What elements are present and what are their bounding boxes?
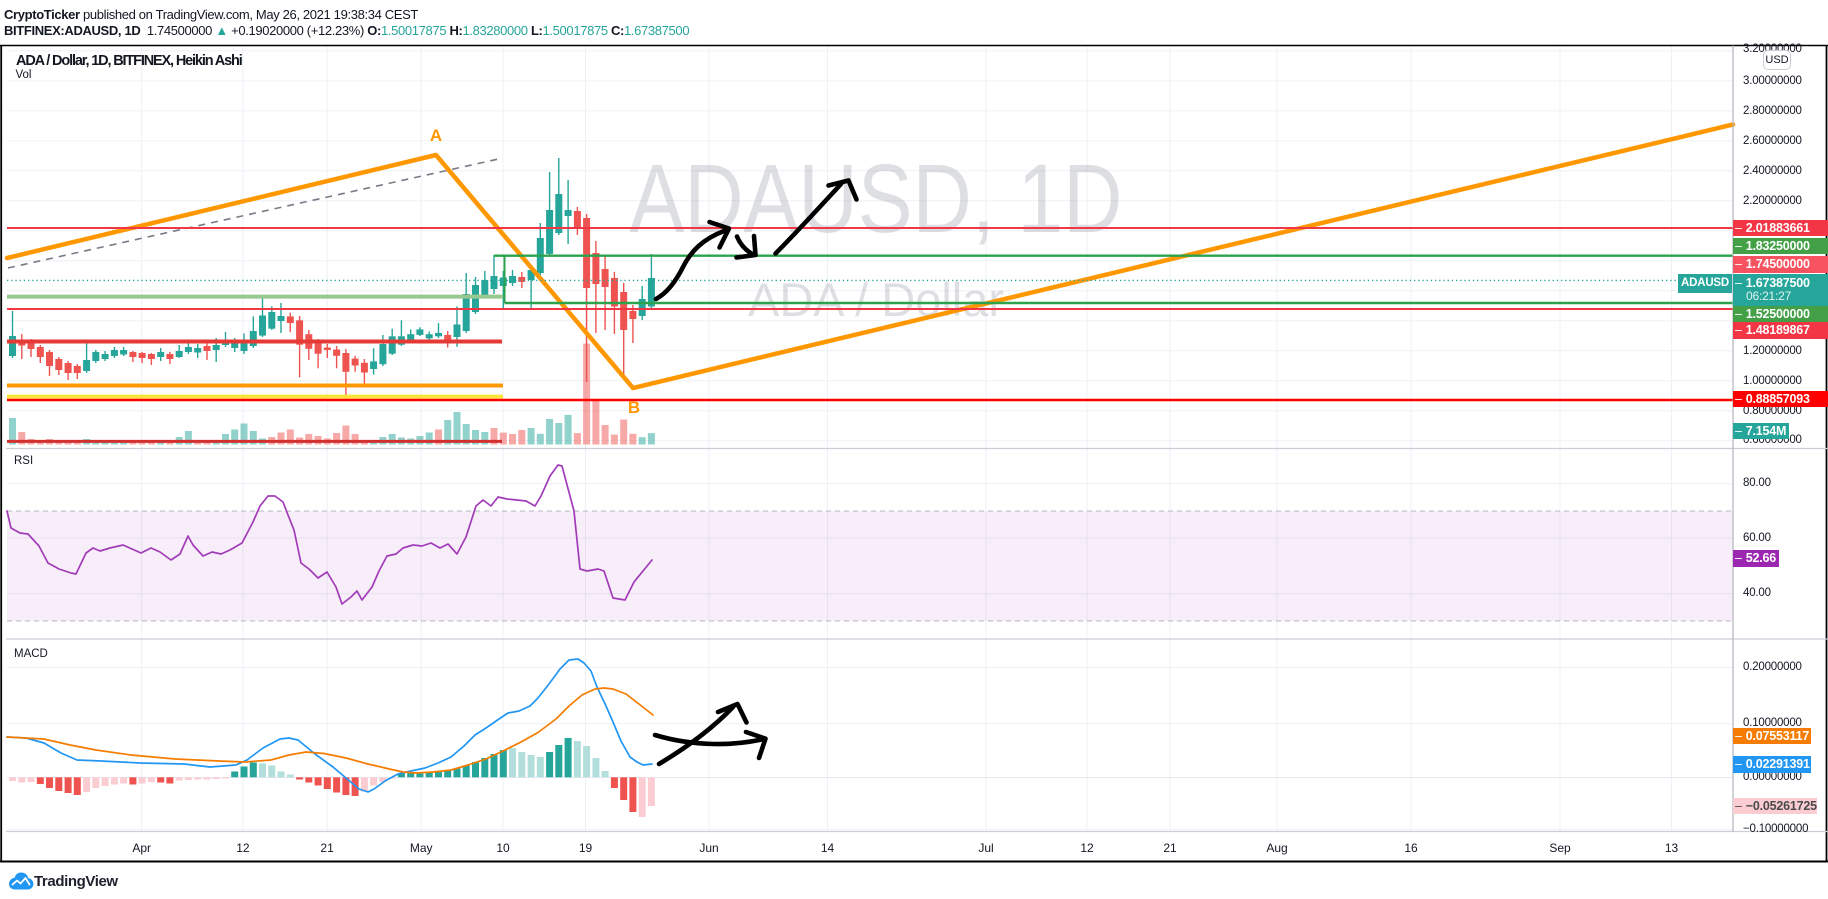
svg-text:B: B [628, 398, 640, 417]
svg-text:A: A [430, 126, 442, 145]
svg-text:ADAUSD, 1D: ADAUSD, 1D [630, 144, 1123, 253]
svg-text:ADA / Dollar: ADA / Dollar [748, 273, 1004, 326]
